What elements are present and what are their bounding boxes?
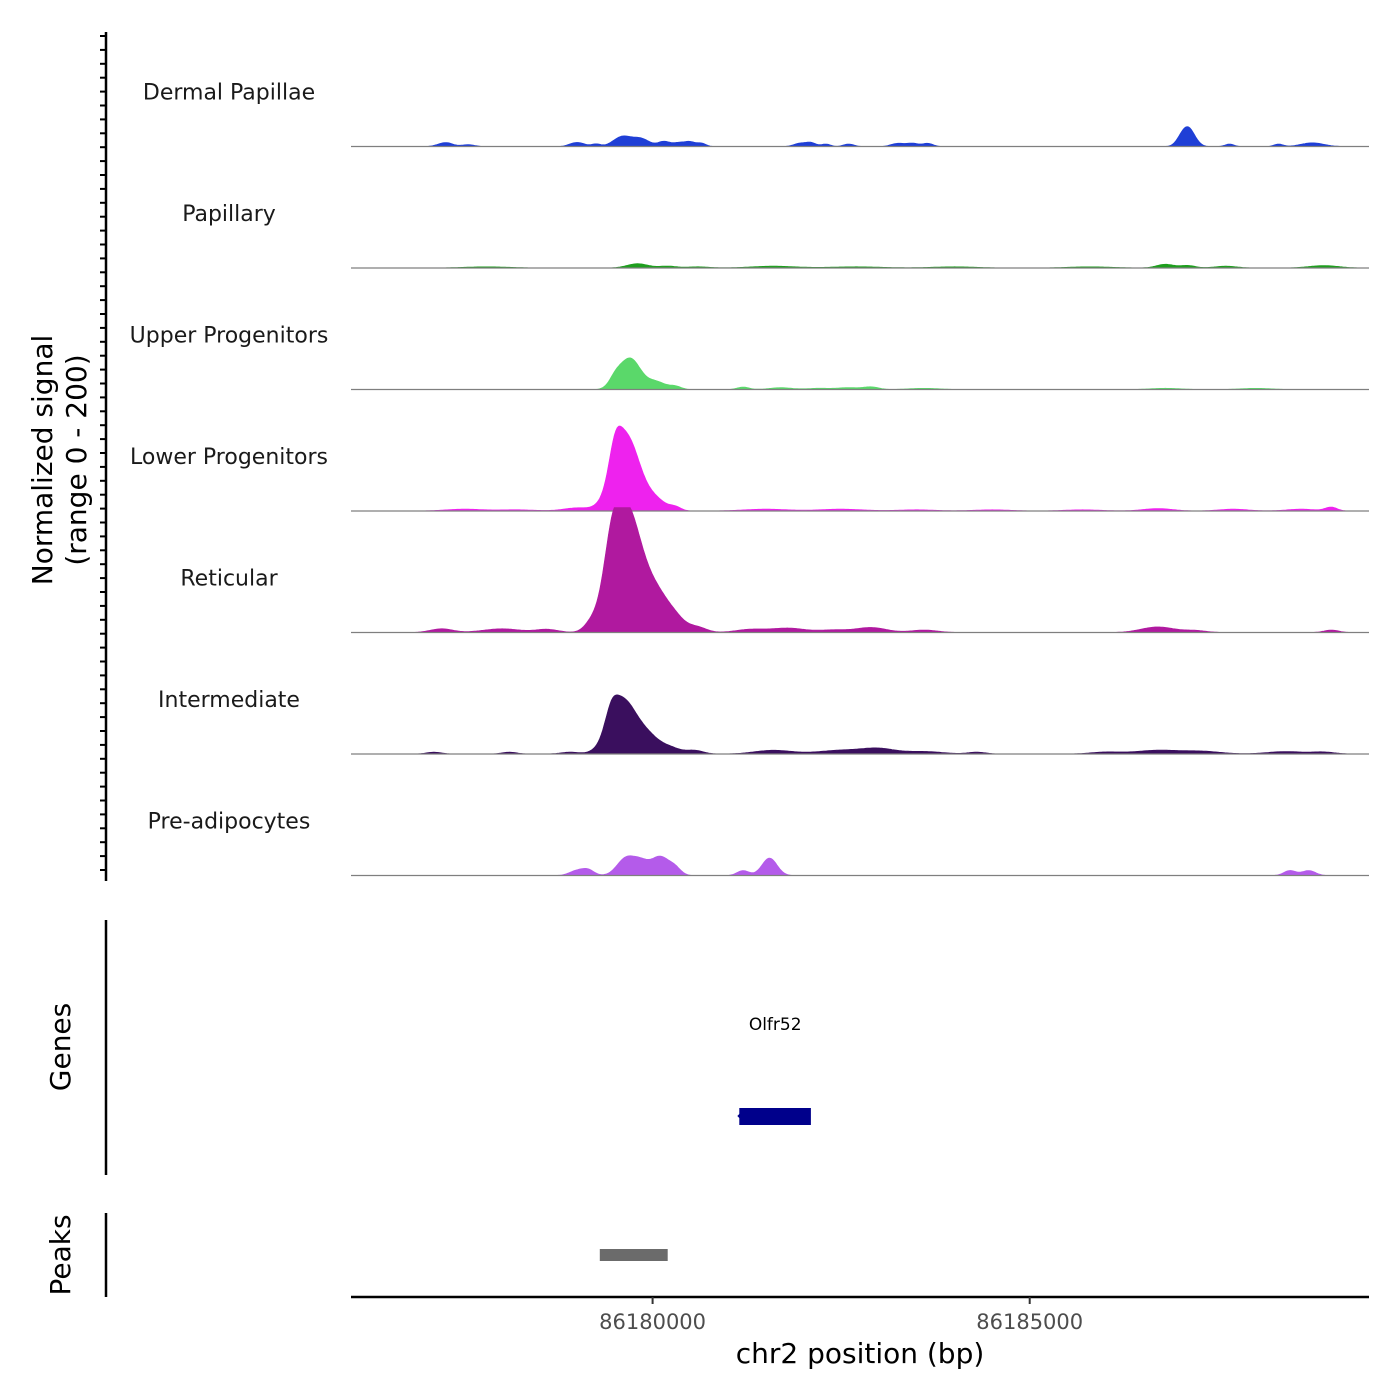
genes-title-group: Genes [44, 1003, 77, 1091]
track-label: Pre-adipocytes [148, 810, 311, 835]
coverage-area [351, 855, 1369, 876]
track-reticular: Reticular [180, 507, 1369, 634]
coverage-area [351, 507, 1369, 633]
coverage-area [351, 425, 1369, 512]
track-label: Reticular [180, 567, 278, 592]
coverage-tracks: Dermal Papillae Papillary Upper Progenitor… [130, 81, 1369, 877]
peaks-panel-title: Peaks [44, 1214, 77, 1295]
peaks-title-group: Peaks [44, 1214, 77, 1295]
y-axis-title-group: Normalized signal (range 0 - 200) [26, 335, 93, 586]
track-upper-progenitors: Upper Progenitors [130, 324, 1369, 391]
track-intermediate: Intermediate [158, 688, 1369, 755]
track-papillary: Papillary [182, 202, 1369, 269]
coverage-area [351, 694, 1369, 755]
x-tick-label: 86180000 [599, 1310, 706, 1334]
coverage-area [351, 263, 1369, 269]
x-axis-title: chr2 position (bp) [736, 1337, 985, 1370]
gene-strand-arrow [737, 1112, 742, 1120]
coverage-area [351, 357, 1369, 390]
track-label: Papillary [182, 202, 276, 227]
gene-annotations: Olfr52 [737, 1015, 811, 1125]
gene-label: Olfr52 [749, 1015, 802, 1035]
track-dermal-papillae: Dermal Papillae [143, 81, 1369, 148]
track-label: Lower Progenitors [130, 445, 328, 470]
peak-regions [599, 1249, 668, 1261]
coverage-y-ticks [100, 35, 106, 871]
track-label: Dermal Papillae [143, 81, 315, 106]
track-pre-adipocytes: Pre-adipocytes [148, 810, 1369, 877]
track-label: Intermediate [158, 688, 300, 713]
x-axis-ticks: 86180000 86185000 [599, 1297, 1083, 1334]
peak-region-bar [599, 1249, 668, 1261]
y-axis-title-line2: (range 0 - 200) [60, 354, 93, 565]
y-axis-title-line1: Normalized signal [26, 335, 59, 586]
coverage-area [351, 126, 1369, 147]
gene-body [739, 1108, 811, 1125]
track-lower-progenitors: Lower Progenitors [130, 425, 1369, 512]
genes-panel-title: Genes [44, 1003, 77, 1091]
track-label: Upper Progenitors [130, 324, 329, 349]
x-tick-label: 86185000 [976, 1310, 1083, 1334]
